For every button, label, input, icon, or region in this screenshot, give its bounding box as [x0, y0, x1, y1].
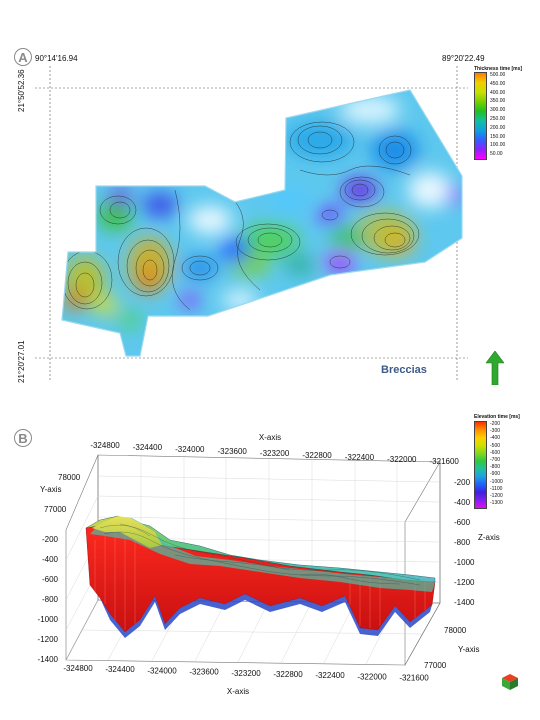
thickness-legend-label: 400.00 [490, 89, 506, 96]
x-tick-bottom: -324800 [63, 664, 93, 673]
x-tick-bottom: -324400 [105, 665, 135, 674]
elevation-legend-label: -600 [490, 449, 501, 456]
y-tick-left: 78000 [58, 473, 81, 482]
x-tick-top: -323600 [218, 447, 248, 456]
z-tick-right: -400 [454, 498, 471, 507]
thickness-legend-label: 100.00 [490, 142, 506, 149]
y-axis-title-right: Y-axis [458, 645, 480, 654]
x-axis-title-bottom: X-axis [227, 687, 249, 696]
coord-top-right: 89°20'22.49 [442, 54, 485, 63]
z-tick-left: -1200 [38, 635, 59, 644]
thickness-legend-label: 150.00 [490, 133, 506, 140]
thickness-legend-label: 250.00 [490, 116, 506, 122]
thickness-legend-label: 500.00 [490, 72, 506, 78]
thickness-legend-label: 50.00 [490, 151, 503, 158]
y-tick-right: 78000 [444, 626, 467, 635]
z-tick-right: -800 [454, 538, 471, 547]
thickness-legend-label: 450.00 [490, 80, 506, 87]
elevation-legend-label: -400 [490, 435, 501, 442]
z-tick-right: -1400 [454, 598, 475, 607]
thickness-legend-title: Thickness time [ms] [474, 66, 523, 72]
z-tick-left: -400 [42, 555, 59, 564]
elevation-legend-colorbar [474, 421, 487, 509]
z-tick-left: -1000 [38, 615, 59, 624]
panel-b-letter: B [14, 429, 32, 447]
coord-top-left: 90°14'16.94 [35, 54, 78, 63]
thickness-legend-label: 350.00 [490, 98, 506, 105]
elevation-legend-label: -700 [490, 457, 501, 463]
x-tick-top: -323200 [260, 449, 290, 458]
x-tick-top: -321600 [430, 457, 460, 466]
thickness-legend-label: 300.00 [490, 107, 506, 114]
elevation-legend-label: -1200 [490, 493, 503, 499]
x-tick-bottom: -323600 [189, 668, 219, 677]
z-tick-right: -600 [454, 518, 471, 527]
z-tick-left: -1400 [38, 655, 59, 664]
z-tick-right: -1000 [454, 558, 475, 567]
elevation-3d-plot: X-axis X-axis Y-axis Y-axis Z-axis -3248… [38, 433, 500, 696]
y-tick-left: 77000 [44, 505, 67, 514]
x-tick-top: -324000 [175, 445, 205, 454]
y-tick-right: 77000 [424, 661, 447, 670]
x-axis-title-top: X-axis [259, 433, 281, 442]
elevation-legend-label: -900 [490, 471, 501, 478]
elevation-legend-label: -800 [490, 464, 501, 471]
x-tick-bottom: -321600 [399, 674, 429, 683]
z-tick-left: -200 [42, 535, 59, 544]
x-tick-bottom: -324000 [147, 666, 177, 675]
x-tick-top: -324800 [90, 441, 120, 450]
x-tick-top: -322800 [302, 451, 332, 460]
elevation-legend-title: Elevation time [ms] [474, 414, 520, 420]
z-axis-title: Z-axis [478, 533, 500, 542]
z-tick-left: -600 [42, 575, 59, 584]
x-tick-bottom: -322400 [315, 671, 345, 680]
x-tick-top: -322400 [345, 453, 375, 462]
x-tick-top: -322000 [387, 455, 417, 464]
thickness-map [35, 66, 468, 382]
breccias-label: Breccias [381, 364, 427, 376]
x-tick-bottom: -322800 [273, 670, 303, 679]
elevation-legend-label: -1000 [490, 478, 503, 485]
elevation-legend-label: -1300 [490, 500, 503, 507]
z-tick-left: -800 [42, 595, 59, 604]
y-axis-title-left: Y-axis [40, 485, 62, 494]
elevation-legend-label: -300 [490, 428, 501, 435]
elevation-legend-label: -500 [490, 442, 501, 449]
elevation-legend-label: -1100 [490, 485, 503, 492]
z-tick-right: -1200 [454, 578, 475, 587]
thickness-legend-label: 200.00 [490, 124, 506, 131]
panel-a-letter: A [14, 48, 32, 66]
nav-cube-icon[interactable] [501, 673, 519, 691]
x-tick-bottom: -322000 [357, 672, 387, 681]
elevation-legend-label: -200 [490, 421, 501, 427]
x-tick-top: -324400 [133, 443, 163, 452]
x-tick-bottom: -323200 [231, 669, 261, 678]
thickness-legend-colorbar [474, 72, 487, 160]
z-tick-right: -200 [454, 478, 471, 487]
north-arrow-icon [486, 351, 504, 385]
